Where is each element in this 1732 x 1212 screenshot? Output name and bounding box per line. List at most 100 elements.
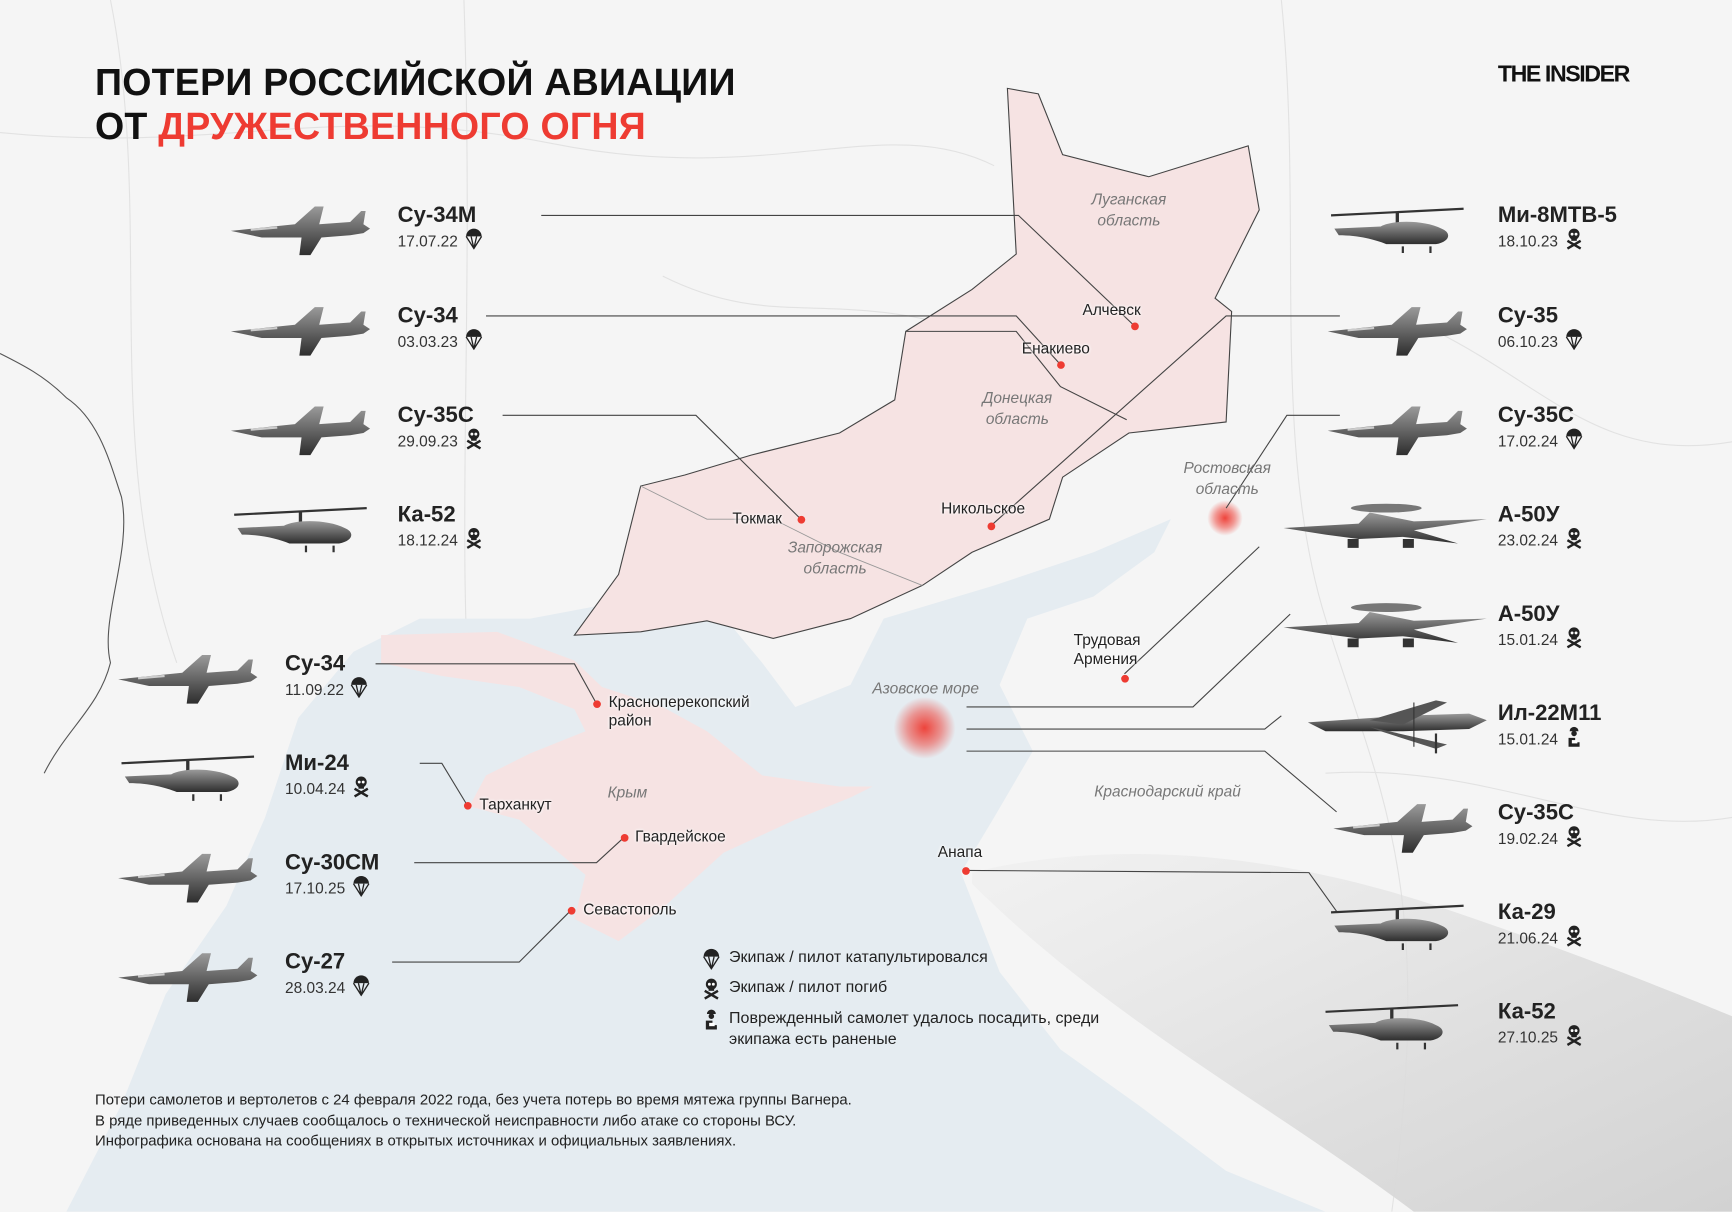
aircraft-image-awacs: [1281, 495, 1491, 567]
loss-date-row: 10.04.24: [285, 775, 370, 802]
loss-date: 17.02.24: [1497, 431, 1559, 450]
region-label: Запорожская область: [787, 537, 883, 577]
legend-item: Экипаж / пилот катапультировался: [703, 948, 988, 977]
aircraft-entry: Ка-52 18.12.24: [398, 503, 483, 554]
title-line-1: ПОТЕРИ РОССИЙСКОЙ АВИАЦИИ: [94, 61, 736, 104]
oblast-border: [905, 330, 1127, 421]
aircraft-name: Су-35: [1497, 303, 1559, 329]
legend-item: Экипаж / пилот погиб: [703, 978, 888, 1007]
aircraft-image-jet: [116, 942, 260, 1014]
parachute-icon: [703, 948, 721, 977]
leader-line: [990, 315, 1340, 527]
skull-icon: [1565, 527, 1583, 554]
state-border: [0, 352, 125, 774]
loss-date-row: 17.02.24: [1498, 427, 1583, 454]
skull-icon: [352, 775, 370, 802]
aircraft-image-jet: [229, 196, 373, 268]
aircraft-entry: Су-34 11.09.22: [285, 652, 368, 703]
loss-date: 18.12.24: [397, 531, 458, 549]
loss-date: 03.03.23: [397, 332, 458, 351]
title-line-2: ОТ ДРУЖЕСТВЕННОГО ОГНЯ: [95, 105, 736, 149]
skull-icon: [1565, 228, 1583, 255]
loss-date: 17.10.25: [284, 879, 346, 897]
loss-date-row: 21.06.24: [1498, 925, 1583, 952]
aircraft-entry: Су-27 28.03.24: [285, 950, 370, 1001]
skull-icon: [1565, 1024, 1583, 1051]
leader-line: [966, 750, 1337, 813]
aircraft-entry: Ка-29 21.06.24: [1498, 900, 1583, 951]
aircraft-image-jet: [116, 644, 260, 716]
aircraft-image-jet: [1331, 793, 1475, 865]
loss-date-row: 18.12.24: [398, 527, 483, 554]
aircraft-image-jet: [229, 395, 373, 467]
aircraft-entry: Су-34М 17.07.22: [398, 203, 483, 254]
region-label: Донецкая область: [982, 388, 1053, 428]
loss-date-row: 15.01.24: [1498, 626, 1583, 653]
aircraft-name: Ми-8МТВ-5: [1497, 203, 1617, 228]
footnote-line: В ряде приведенных случаев сообщалось о …: [94, 1111, 797, 1129]
parachute-icon: [352, 974, 370, 1001]
aircraft-name: Су-34М: [397, 203, 477, 228]
aircraft-image-jet: [1326, 395, 1470, 467]
leader-line: [419, 762, 468, 806]
strike-zone-rostov: [1207, 500, 1243, 536]
parachute-icon: [464, 328, 482, 355]
parachute-icon: [1565, 427, 1583, 454]
aircraft-name: А-50У: [1497, 602, 1560, 627]
aircraft-name: Ка-52: [1497, 999, 1556, 1024]
aircraft-name: Су-30СМ: [284, 850, 380, 875]
logo: THE INSIDER: [1497, 61, 1631, 88]
footnote-line: Инфографика основана на сообщениях в отк…: [94, 1132, 737, 1149]
loss-date-row: 06.10.23: [1498, 328, 1583, 355]
aircraft-image-heli: [116, 743, 260, 815]
leader-line: [392, 909, 572, 963]
loss-date: 27.10.25: [1497, 1028, 1559, 1047]
aircraft-entry: А-50У 15.01.24: [1498, 602, 1583, 653]
loss-date: 10.04.24: [284, 779, 346, 798]
city-label: Трудовая Армения: [1073, 630, 1141, 668]
leader-line: [965, 869, 1338, 912]
aircraft-entry: Су-35С 19.02.24: [1498, 801, 1583, 852]
aircraft-entry: Ка-52 27.10.25: [1498, 1000, 1583, 1051]
loss-date: 28.03.24: [284, 978, 346, 997]
loss-date-row: 17.10.25: [285, 875, 379, 902]
title-highlight: ДРУЖЕСТВЕННОГО ОГНЯ: [158, 106, 646, 149]
city-marker: [463, 801, 472, 810]
aircraft-entry: Ми-8МТВ-5 18.10.23: [1498, 203, 1617, 254]
loss-date-row: 19.02.24: [1498, 825, 1583, 852]
leader-line: [966, 613, 1291, 708]
aircraft-name: А-50У: [1497, 502, 1560, 527]
city-label: Токмак: [732, 509, 782, 527]
loss-date-row: 15.01.24: [1498, 726, 1602, 753]
city-label: Севастополь: [583, 900, 677, 918]
skull-icon: [1565, 626, 1583, 653]
injured-icon: [1565, 726, 1583, 753]
city-marker: [1130, 321, 1139, 330]
aircraft-name: Су-35С: [1497, 403, 1574, 428]
legend-text: Поврежденный самолет удалось посадить, с…: [729, 1009, 1100, 1049]
leader-line: [541, 214, 1135, 327]
city-label: Енакиево: [1021, 339, 1090, 357]
loss-date: 23.02.24: [1497, 531, 1559, 549]
skull-icon: [464, 527, 482, 554]
city-marker: [1120, 674, 1129, 683]
loss-date-row: 03.03.23: [398, 328, 483, 355]
skull-icon: [1565, 825, 1583, 852]
aircraft-name: Ка-52: [397, 502, 456, 527]
aircraft-image-heli: [229, 495, 373, 567]
loss-date-row: 27.10.25: [1498, 1024, 1583, 1051]
loss-date: 18.10.23: [1497, 231, 1559, 250]
aircraft-image-awacs: [1281, 594, 1491, 666]
leader-lines: [375, 214, 1340, 963]
aircraft-name: Ил-22М11: [1497, 701, 1602, 726]
injured-icon: [703, 1008, 721, 1037]
loss-date: 15.01.24: [1497, 630, 1559, 649]
legend-text: Экипаж / пилот погиб: [729, 978, 888, 997]
city-marker: [567, 906, 575, 915]
legend-item: Поврежденный самолет удалось посадить, с…: [703, 1008, 1105, 1050]
city-marker: [986, 521, 995, 530]
city-label: Тарханкут: [479, 795, 552, 813]
aircraft-name: Су-35С: [1497, 800, 1574, 826]
